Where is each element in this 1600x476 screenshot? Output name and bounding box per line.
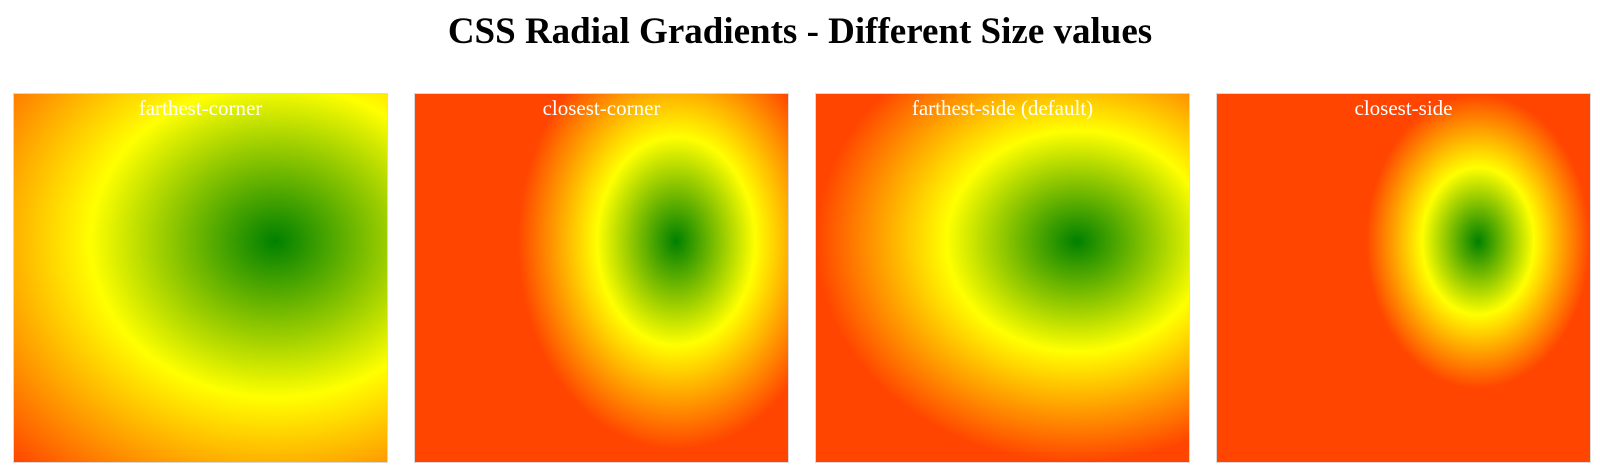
gradient-box-closest-side: closest-side (1216, 93, 1591, 463)
gradient-box-farthest-corner: farthest-corner (13, 93, 388, 463)
gradient-box-farthest-side: farthest-side (default) (815, 93, 1190, 463)
gradient-label: closest-corner (542, 96, 661, 120)
gradient-label: farthest-corner (138, 96, 263, 120)
gradient-label: farthest-side (default) (911, 96, 1094, 120)
gradient-label: closest-side (1354, 96, 1453, 120)
page-title: CSS Radial Gradients - Different Size va… (447, 11, 1153, 52)
gradient-box-closest-corner: closest-corner (414, 93, 789, 463)
